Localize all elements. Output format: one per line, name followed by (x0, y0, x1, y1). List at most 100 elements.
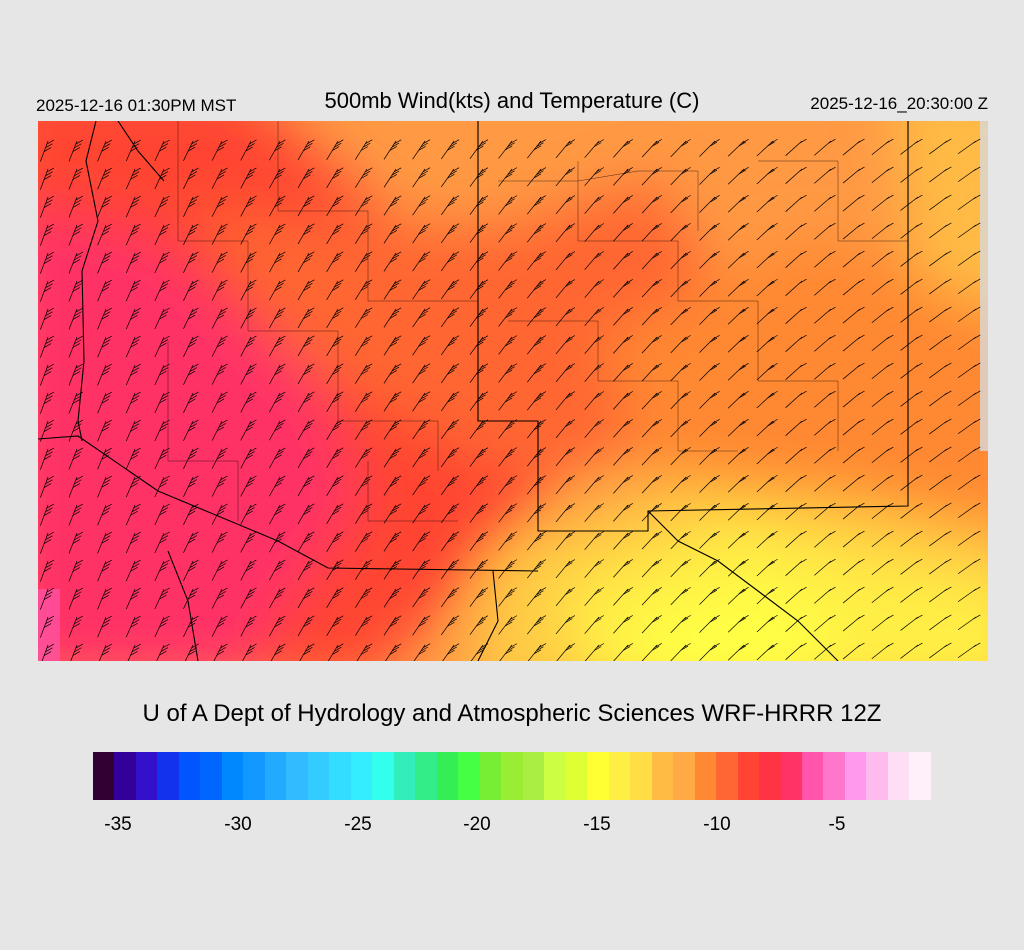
wind-barb (871, 362, 894, 380)
wind-barb (641, 391, 662, 410)
wind-barb (900, 446, 923, 463)
wind-barb (555, 503, 576, 523)
wind-barb (785, 474, 807, 492)
wind-barb (727, 334, 749, 353)
colorbar-swatch (651, 752, 674, 800)
wind-barb (900, 306, 923, 323)
wind-barb (670, 531, 691, 550)
wind-barb (756, 390, 778, 409)
wind-barb (957, 250, 981, 267)
wind-barb (957, 138, 981, 155)
colorbar-swatch (673, 752, 695, 800)
wind-barb (269, 167, 286, 189)
wind-barb (211, 139, 228, 161)
wind-barb (814, 502, 836, 520)
wind-barb (97, 391, 112, 414)
wind-barb (699, 195, 720, 213)
wind-barb (527, 503, 547, 523)
wind-barb (527, 251, 547, 271)
wind-barb (297, 363, 315, 385)
wind-barb (211, 587, 228, 609)
colorbar-swatch (759, 752, 781, 800)
wind-barb (40, 335, 55, 358)
wind-barb (412, 447, 431, 468)
wind-barb (556, 643, 576, 661)
wind-barb (785, 530, 807, 548)
wind-barb (900, 530, 923, 547)
wind-barb (756, 250, 778, 269)
wind-barb (756, 558, 778, 577)
wind-barb (40, 139, 55, 162)
wind-barb (40, 167, 55, 190)
wind-barb (412, 307, 431, 328)
colorbar-swatch (114, 752, 136, 800)
wind-barb (785, 502, 807, 520)
wind-barb (440, 447, 460, 468)
wind-barb (756, 446, 778, 465)
wind-barb (98, 643, 112, 661)
wind-barb (641, 335, 662, 354)
colorbar-swatch (501, 752, 523, 800)
wind-barb (154, 419, 170, 442)
wind-barb (326, 279, 344, 301)
wind-barb (641, 503, 662, 522)
wind-barb (756, 502, 778, 521)
wind-barb (929, 222, 952, 239)
wind-barb (871, 166, 894, 184)
wind-barb (183, 615, 199, 637)
wind-barb (327, 643, 344, 661)
wind-barb (412, 139, 431, 160)
map-title: 500mb Wind(kts) and Temperature (C) (324, 88, 700, 113)
wind-barb (154, 223, 170, 246)
wind-barb (297, 475, 315, 497)
wind-barb (326, 223, 344, 245)
wind-barb (440, 587, 460, 608)
wind-barb (613, 167, 633, 186)
wind-barb (211, 503, 228, 525)
wind-barb (97, 419, 112, 442)
wind-barb (355, 531, 373, 552)
wind-barb (97, 279, 112, 302)
wind-barb (641, 419, 662, 438)
wind-barb (527, 419, 547, 439)
wind-barb (785, 166, 807, 184)
wind-barb (40, 391, 55, 414)
wind-barb (814, 614, 836, 632)
wind-barb (613, 643, 633, 661)
wind-barb (871, 474, 894, 492)
wind-barb (756, 278, 778, 297)
colorbar-swatch (329, 752, 351, 800)
wind-barb (584, 363, 605, 382)
wind-barb (211, 391, 228, 413)
wind-barb (40, 223, 55, 246)
wind-barb (699, 587, 720, 605)
wind-barb (756, 222, 778, 241)
wind-barb (440, 559, 460, 580)
wind-barb (297, 391, 315, 413)
wind-barb (125, 335, 141, 358)
wind-barb (814, 278, 836, 296)
wind-barb (785, 446, 807, 464)
wind-barb (154, 391, 170, 414)
wind-barb (584, 615, 605, 634)
wind-barb (326, 251, 344, 273)
wind-barb (211, 419, 228, 441)
wind-barb (527, 615, 547, 635)
wind-barb (641, 223, 662, 242)
wind-barb (440, 391, 460, 412)
wind-barb (469, 195, 489, 215)
wind-barb (555, 279, 576, 299)
wind-barb (699, 251, 720, 269)
wind-barb (183, 531, 199, 553)
wind-barb (613, 615, 633, 634)
wind-barb (269, 391, 286, 413)
valid-time-local: 2025-12-16 01:30PM MST (36, 96, 237, 115)
wind-barb (469, 363, 489, 383)
wind-barb (785, 642, 807, 660)
wind-barb (211, 531, 228, 553)
wind-barb (498, 139, 518, 159)
wind-barb (97, 195, 112, 218)
wind-barb (97, 167, 112, 190)
colorbar-swatch (737, 752, 760, 800)
wind-barb (699, 363, 720, 381)
